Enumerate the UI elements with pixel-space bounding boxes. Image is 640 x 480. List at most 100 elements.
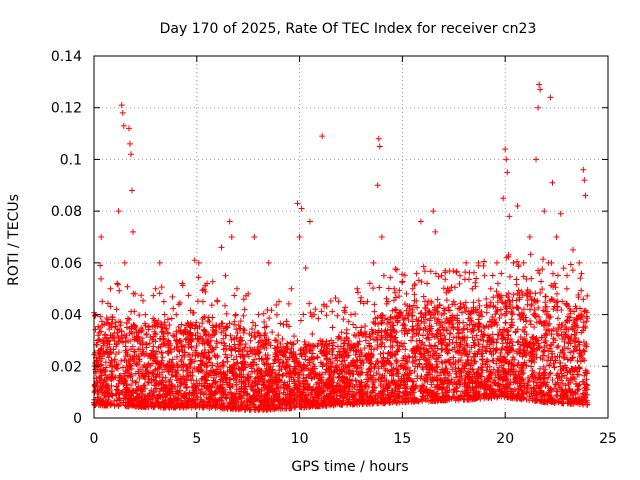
data-point bbox=[306, 300, 313, 307]
data-point bbox=[491, 320, 498, 327]
data-point bbox=[561, 354, 568, 361]
data-point bbox=[454, 319, 461, 326]
data-point bbox=[319, 341, 326, 348]
data-point bbox=[546, 371, 553, 378]
data-point bbox=[180, 404, 187, 411]
data-point bbox=[460, 319, 467, 326]
data-point bbox=[496, 314, 503, 321]
data-point bbox=[103, 401, 110, 408]
data-point bbox=[108, 376, 115, 383]
data-point bbox=[401, 331, 408, 338]
data-point bbox=[220, 363, 227, 370]
data-point bbox=[394, 347, 401, 354]
data-point bbox=[201, 341, 208, 348]
data-point bbox=[377, 336, 384, 343]
data-point bbox=[540, 372, 547, 379]
data-point bbox=[235, 322, 242, 329]
data-point bbox=[539, 266, 546, 273]
data-point bbox=[470, 389, 477, 396]
data-point bbox=[118, 357, 125, 364]
data-point bbox=[160, 387, 167, 394]
data-point bbox=[345, 369, 352, 376]
data-point bbox=[125, 388, 132, 395]
data-point bbox=[559, 346, 566, 353]
data-point bbox=[206, 402, 213, 409]
data-point bbox=[513, 281, 520, 288]
data-point bbox=[510, 291, 517, 298]
data-point bbox=[342, 304, 349, 311]
data-point bbox=[424, 375, 431, 382]
data-point bbox=[383, 330, 390, 337]
data-point bbox=[498, 332, 505, 339]
data-point bbox=[143, 330, 150, 337]
data-point bbox=[192, 322, 199, 329]
data-point bbox=[188, 376, 195, 383]
data-point bbox=[385, 358, 392, 365]
data-point bbox=[105, 354, 112, 361]
data-point bbox=[177, 328, 184, 335]
data-point bbox=[116, 377, 123, 384]
data-point bbox=[246, 377, 253, 384]
data-point bbox=[495, 331, 502, 338]
data-point bbox=[571, 338, 578, 345]
data-point bbox=[447, 330, 454, 337]
data-point bbox=[426, 317, 433, 324]
data-point bbox=[343, 326, 350, 333]
data-point bbox=[455, 329, 462, 336]
data-point bbox=[343, 354, 350, 361]
data-point bbox=[450, 354, 457, 361]
data-point bbox=[244, 348, 251, 355]
data-point bbox=[357, 389, 364, 396]
data-point bbox=[241, 347, 248, 354]
data-point bbox=[475, 316, 482, 323]
data-point bbox=[571, 308, 578, 315]
data-point bbox=[500, 326, 507, 333]
data-point bbox=[415, 277, 422, 284]
data-point bbox=[323, 356, 330, 363]
data-point bbox=[558, 395, 565, 402]
data-point bbox=[483, 367, 490, 374]
data-point bbox=[202, 328, 209, 335]
data-point bbox=[158, 349, 165, 356]
data-point bbox=[117, 322, 124, 329]
data-point bbox=[131, 324, 138, 331]
data-point bbox=[472, 358, 479, 365]
data-point bbox=[442, 269, 449, 276]
data-point bbox=[105, 393, 112, 400]
data-point bbox=[146, 394, 153, 401]
data-point bbox=[155, 344, 162, 351]
data-point bbox=[298, 403, 305, 410]
data-point bbox=[390, 366, 397, 373]
data-point bbox=[529, 373, 536, 380]
data-point bbox=[136, 328, 143, 335]
data-point bbox=[436, 301, 443, 308]
data-point bbox=[121, 376, 128, 383]
data-point bbox=[150, 388, 157, 395]
data-point bbox=[503, 292, 510, 299]
data-point bbox=[292, 363, 299, 370]
data-point bbox=[575, 294, 582, 301]
data-point bbox=[241, 327, 248, 334]
data-point bbox=[438, 341, 445, 348]
data-point bbox=[338, 329, 345, 336]
data-point bbox=[444, 377, 451, 384]
data-point bbox=[307, 309, 314, 316]
data-point bbox=[584, 399, 591, 406]
data-point bbox=[370, 319, 377, 326]
data-point bbox=[175, 324, 182, 331]
data-point bbox=[116, 287, 123, 294]
data-point bbox=[415, 344, 422, 351]
data-point bbox=[375, 376, 382, 383]
data-point bbox=[542, 299, 549, 306]
data-point bbox=[462, 269, 469, 276]
data-point bbox=[490, 358, 497, 365]
data-point bbox=[169, 371, 176, 378]
data-point bbox=[158, 284, 165, 291]
data-point bbox=[421, 311, 428, 318]
data-point bbox=[436, 384, 443, 391]
data-point bbox=[379, 319, 386, 326]
data-point bbox=[439, 360, 446, 367]
data-point bbox=[537, 354, 544, 361]
data-point bbox=[155, 398, 162, 405]
data-point bbox=[264, 379, 271, 386]
